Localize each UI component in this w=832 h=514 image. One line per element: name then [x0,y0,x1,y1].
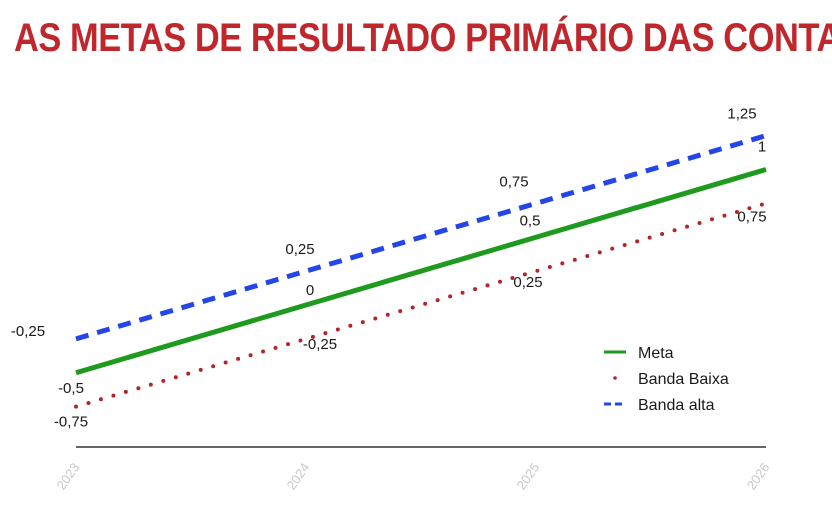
legend-label-meta: Meta [638,345,674,362]
legend: Meta Banda Baixa Banda alta [604,345,729,414]
legend-swatch-banda-baixa [613,376,617,380]
x-axis: 2023 2024 2025 2026 [54,446,773,492]
legend-label-banda-baixa: Banda Baixa [638,371,729,388]
data-label: 0,25 [285,241,314,258]
series-lines [74,133,768,409]
x-tick-label: 2025 [514,460,543,492]
data-labels: -0,5 0 0,5 1 -0,75 -0,25 0,25 0,75 -0,25 0,25 0,75… [11,106,767,431]
series-line-banda-baixa [74,201,768,409]
series-line-banda-alta [75,133,767,342]
x-tick-label: 2024 [284,460,313,492]
series-line-meta [75,167,767,376]
chart-title: AS METAS DE RESULTADO PRIMÁRIO DAS CONTA… [14,16,832,60]
x-tick-label: 2026 [744,460,773,492]
data-label: 0 [306,282,314,299]
data-label: -0,75 [54,414,88,431]
data-label: 1 [758,139,766,156]
data-label: 0,75 [499,173,528,190]
data-label: -0,25 [11,323,45,340]
data-label: -0,25 [303,336,337,353]
data-label: 0,5 [520,212,541,229]
legend-label-banda-alta: Banda alta [638,397,715,414]
data-label: 1,25 [727,106,756,123]
data-label: 0,75 [737,208,766,225]
x-tick-label: 2023 [54,460,83,492]
data-label: 0,25 [513,274,542,291]
data-label: -0,5 [58,380,84,397]
